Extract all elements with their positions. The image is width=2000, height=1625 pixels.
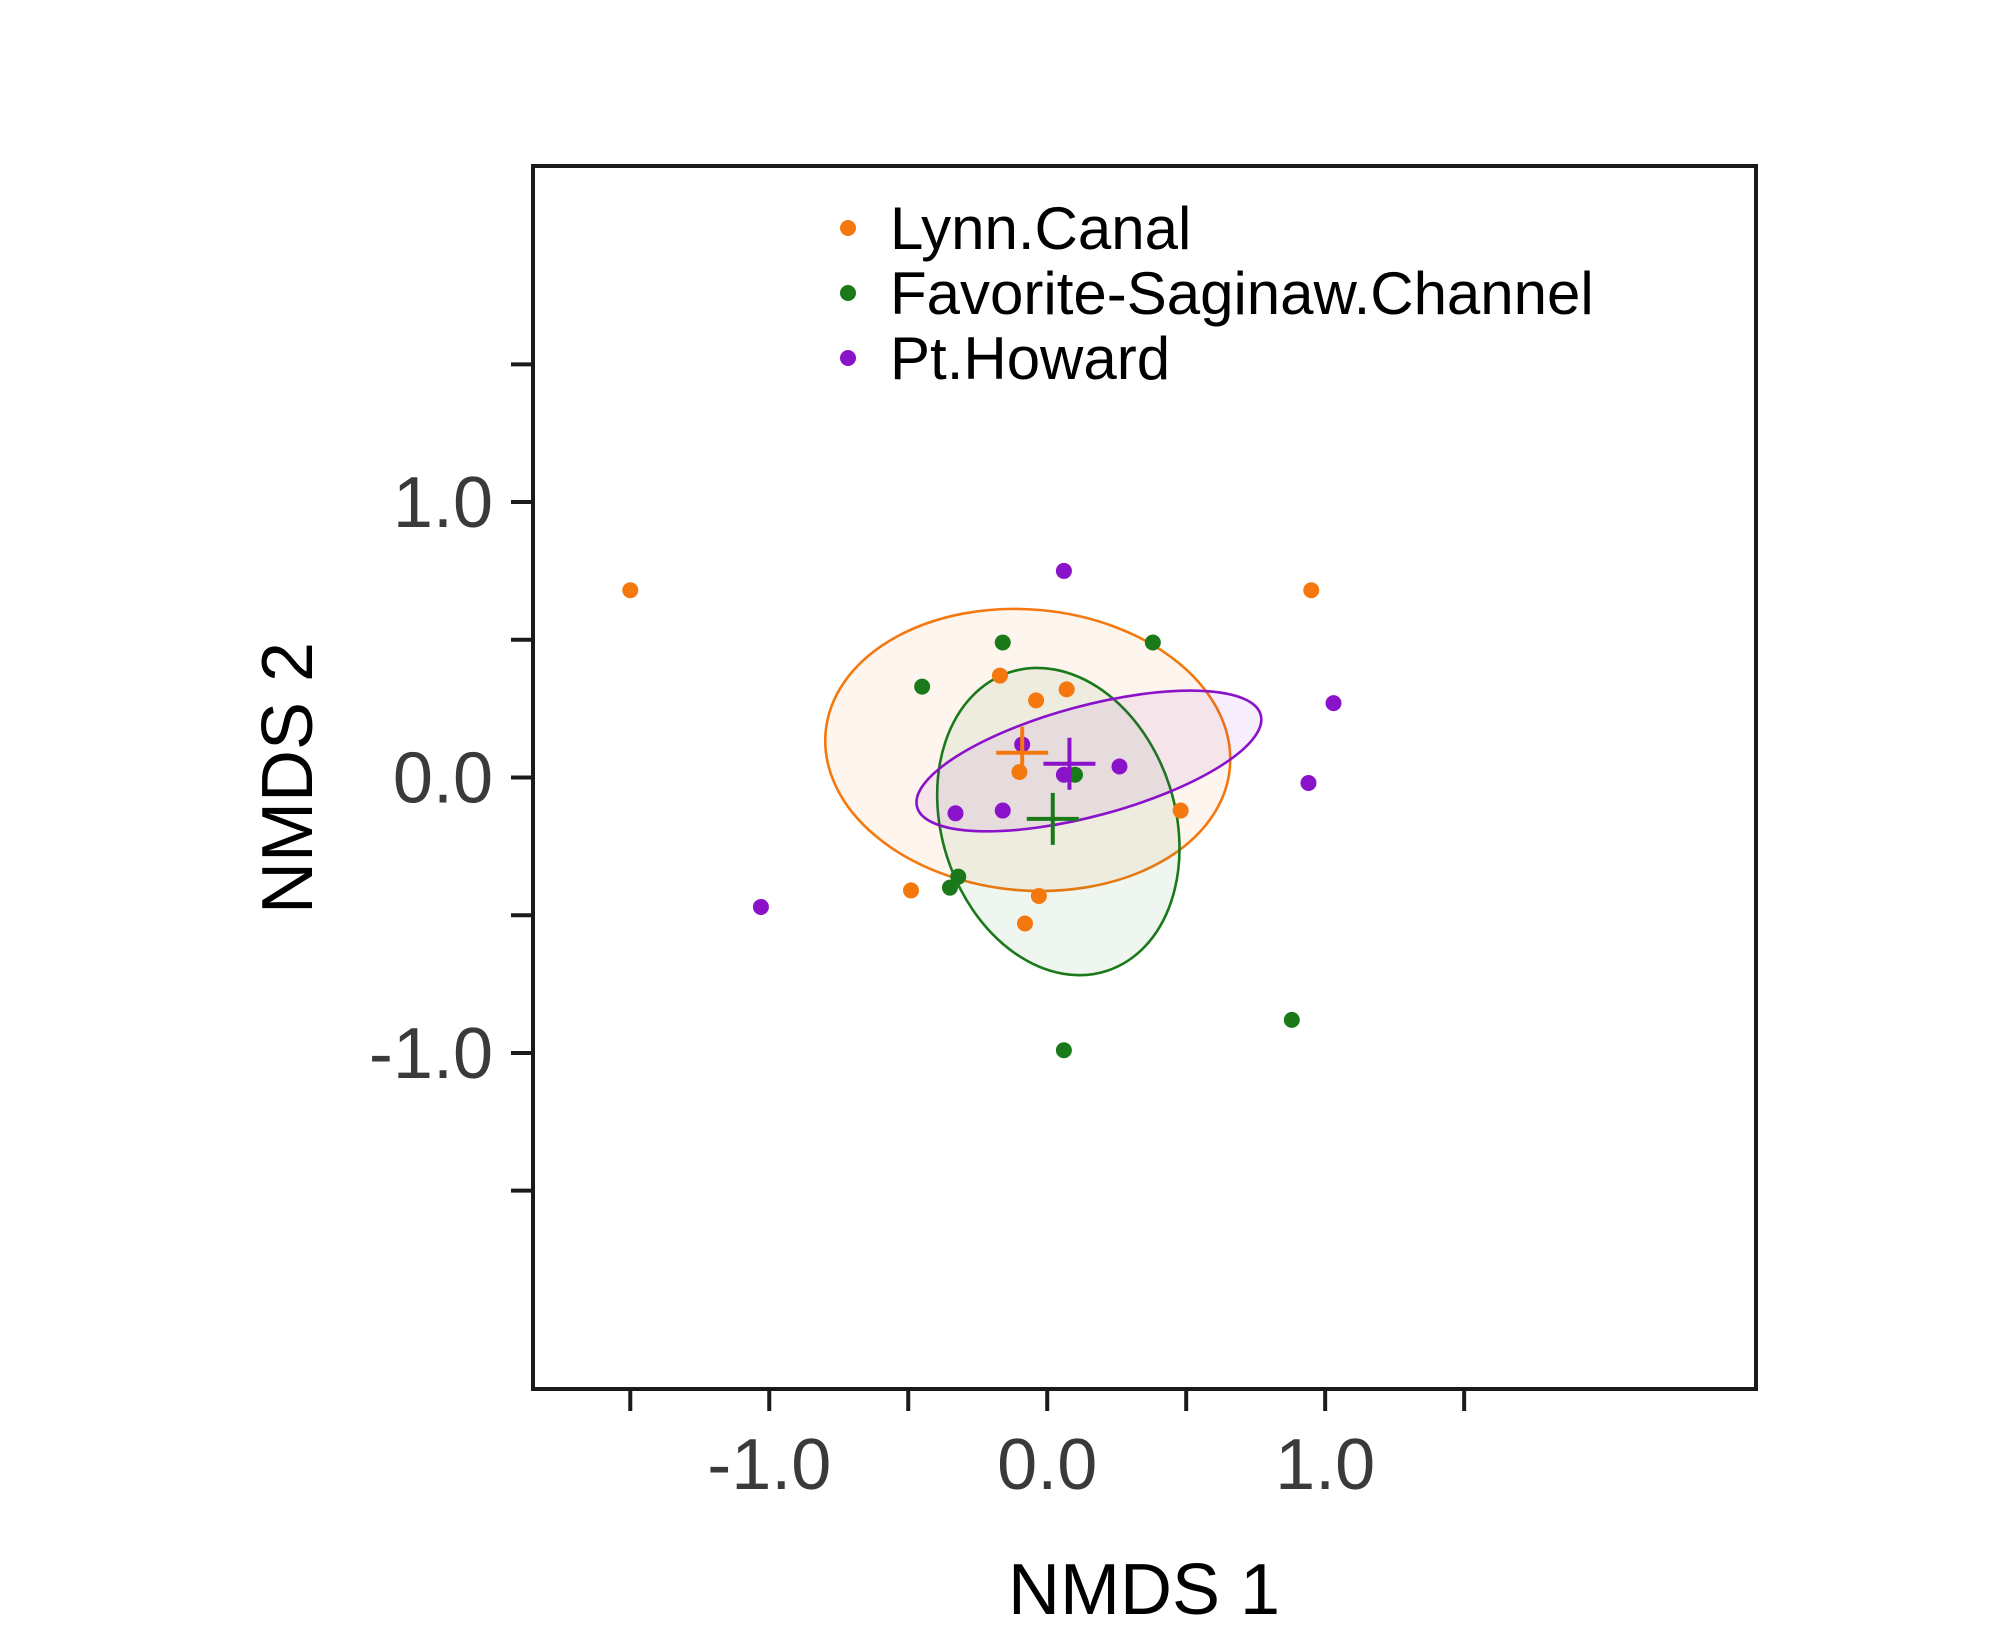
favorite-saginaw-channel-point xyxy=(941,879,958,896)
favorite-saginaw-channel-point xyxy=(950,868,967,885)
legend: Lynn.CanalFavorite-Saginaw.ChannelPt.How… xyxy=(840,195,1594,392)
y-tick-label: -1.0 xyxy=(369,1014,493,1094)
lynn-canal-point xyxy=(1058,681,1075,698)
favorite-saginaw-channel-ellipse xyxy=(935,666,1181,977)
lynn-canal-point xyxy=(622,582,639,599)
x-tick-label: 0.0 xyxy=(997,1425,1097,1505)
x-tick-label: -1.0 xyxy=(707,1425,831,1505)
pt-howard-point xyxy=(1300,775,1317,792)
legend-item-pt-howard: Pt.Howard xyxy=(840,325,1170,392)
y-axis-title: NMDS 2 xyxy=(248,642,328,914)
x-axis: -1.0 0.0 1.0 xyxy=(628,1389,1467,1505)
x-axis-title: NMDS 1 xyxy=(1008,1550,1280,1625)
legend-item-lynn-canal: Lynn.Canal xyxy=(840,195,1191,262)
pt-howard-point xyxy=(752,898,769,915)
pt-howard-point xyxy=(994,802,1011,819)
lynn-canal-point xyxy=(1016,915,1033,932)
favorite-saginaw-channel-point xyxy=(1055,1042,1072,1059)
pt-howard-point xyxy=(1325,695,1342,712)
y-tick-label: 1.0 xyxy=(393,463,493,543)
pt-howard-point xyxy=(1055,562,1072,579)
x-tick-label: 1.0 xyxy=(1275,1425,1375,1505)
pt-howard-point xyxy=(1111,758,1128,775)
legend-item-favorite-saginaw-channel: Favorite-Saginaw.Channel xyxy=(840,260,1594,327)
lynn-canal-point xyxy=(1028,692,1045,709)
pt-howard-centroid xyxy=(1043,737,1096,790)
pt-howard-ellipse xyxy=(915,689,1263,833)
pt-howard-point xyxy=(947,805,964,822)
favorite-saginaw-channel-point xyxy=(1144,634,1161,651)
favorite-saginaw-channel-point xyxy=(1283,1011,1300,1028)
y-tick-label: 0.0 xyxy=(393,739,493,819)
legend-label: Lynn.Canal xyxy=(890,195,1191,262)
favorite-saginaw-channel-point xyxy=(994,634,1011,651)
centroid-markers xyxy=(996,726,1096,845)
y-axis: 1.0 0.0 -1.0 xyxy=(369,362,533,1193)
lynn-canal-point xyxy=(1030,887,1047,904)
lynn-canal-point xyxy=(1011,763,1028,780)
favorite-saginaw-channel-centroid xyxy=(1026,792,1079,845)
data-points xyxy=(622,562,1342,1059)
legend-swatch xyxy=(840,220,856,236)
lynn-canal-point xyxy=(903,882,920,899)
lynn-canal-centroid xyxy=(996,726,1049,779)
lynn-canal-point xyxy=(991,667,1008,684)
legend-swatch xyxy=(840,350,856,366)
lynn-canal-point xyxy=(1303,582,1320,599)
legend-label: Pt.Howard xyxy=(890,325,1170,392)
lynn-canal-point xyxy=(1172,802,1189,819)
legend-label: Favorite-Saginaw.Channel xyxy=(890,260,1594,327)
legend-swatch xyxy=(840,285,856,301)
favorite-saginaw-channel-point xyxy=(914,678,931,695)
